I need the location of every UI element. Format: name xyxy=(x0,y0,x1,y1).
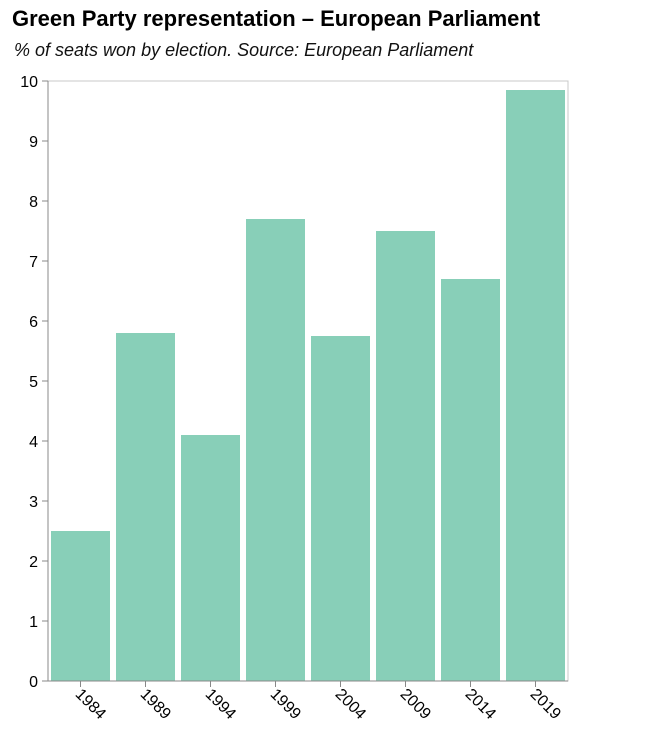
y-tick-label: 6 xyxy=(29,314,38,331)
chart-subtitle: % of seats won by election. Source: Euro… xyxy=(14,40,474,60)
y-tick-label: 7 xyxy=(29,254,38,271)
y-tick-label: 10 xyxy=(20,74,38,91)
bar-2014 xyxy=(441,279,500,681)
y-tick-label: 8 xyxy=(29,194,38,211)
bar-2019 xyxy=(506,90,565,681)
y-tick-label: 9 xyxy=(29,134,38,151)
bar-1984 xyxy=(51,531,110,681)
y-tick-label: 0 xyxy=(29,674,38,691)
y-tick-label: 5 xyxy=(29,374,38,391)
x-tick-label: 2019 xyxy=(527,686,564,723)
chart-title: Green Party representation – European Pa… xyxy=(12,6,541,31)
x-tick-label: 1999 xyxy=(267,686,304,723)
y-tick-label: 3 xyxy=(29,494,38,511)
bar-2009 xyxy=(376,231,435,681)
y-tick-label: 1 xyxy=(29,614,38,631)
x-tick-label: 2009 xyxy=(397,686,434,723)
bars-group xyxy=(51,90,565,681)
y-axis: 0 1 2 3 4 5 6 7 8 9 10 xyxy=(20,74,49,691)
x-axis: 1984 1989 1994 1999 2004 2009 2014 2019 xyxy=(48,680,568,723)
bar-2004 xyxy=(311,336,370,681)
bar-1994 xyxy=(181,435,240,681)
bar-1989 xyxy=(116,333,175,681)
x-tick-label: 2014 xyxy=(462,686,499,723)
bar-1999 xyxy=(246,219,305,681)
x-tick-label: 1989 xyxy=(137,686,174,723)
x-tick-label: 1994 xyxy=(202,686,239,723)
x-tick-label: 1984 xyxy=(72,686,109,723)
y-tick-label: 2 xyxy=(29,554,38,571)
x-tick-label: 2004 xyxy=(332,686,369,723)
y-tick-label: 4 xyxy=(29,434,38,451)
